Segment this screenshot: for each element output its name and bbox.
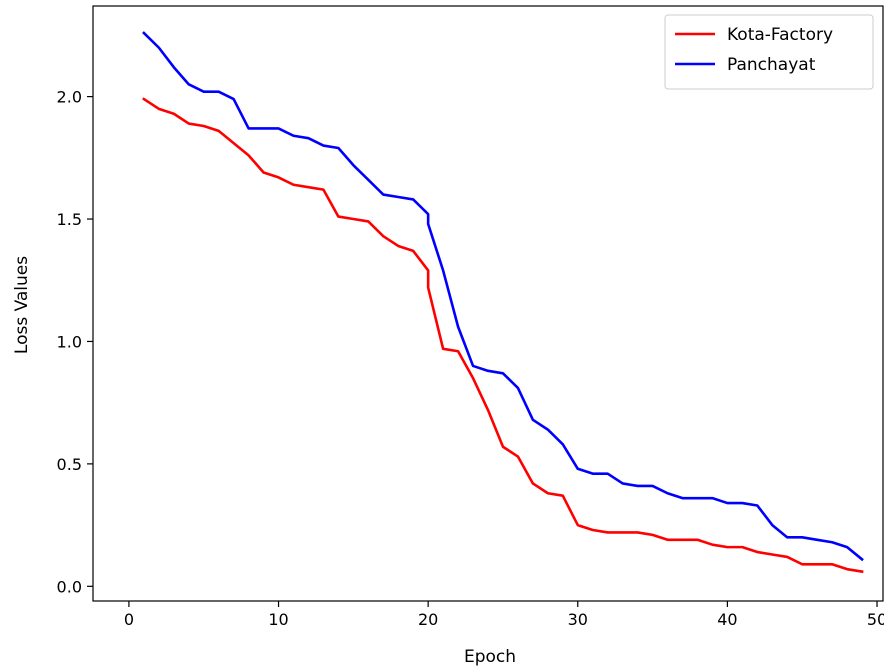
legend-label: Kota-Factory xyxy=(727,25,833,45)
y-tick-label: 2.0 xyxy=(57,88,82,107)
x-tick-label: 20 xyxy=(418,610,438,629)
legend-box xyxy=(664,14,874,90)
series-lines xyxy=(142,31,864,574)
y-axis-label: Loss Values xyxy=(12,256,32,354)
plot-area-border xyxy=(92,5,884,602)
x-axis-label: Epoch xyxy=(464,647,516,667)
x-axis-ticks: 0 10 20 30 40 50 xyxy=(124,601,884,629)
series-line-panchayat xyxy=(142,31,864,562)
series-line-kota-factory xyxy=(142,97,864,574)
x-tick-label: 50 xyxy=(867,610,884,629)
legend-label: Panchayat xyxy=(727,55,816,75)
x-tick-label: 0 xyxy=(124,610,134,629)
x-tick-label: 40 xyxy=(717,610,737,629)
y-tick-label: 1.5 xyxy=(57,210,82,229)
y-tick-label: 0.5 xyxy=(57,455,82,474)
y-axis-ticks: 0.0 0.5 1.0 1.5 2.0 xyxy=(57,88,93,596)
axes-frame xyxy=(92,5,884,602)
y-tick-label: 1.0 xyxy=(57,332,82,351)
x-tick-label: 30 xyxy=(568,610,588,629)
legend: Kota-Factory Panchayat xyxy=(664,14,874,90)
x-tick-label: 10 xyxy=(268,610,288,629)
y-tick-label: 0.0 xyxy=(57,577,82,596)
